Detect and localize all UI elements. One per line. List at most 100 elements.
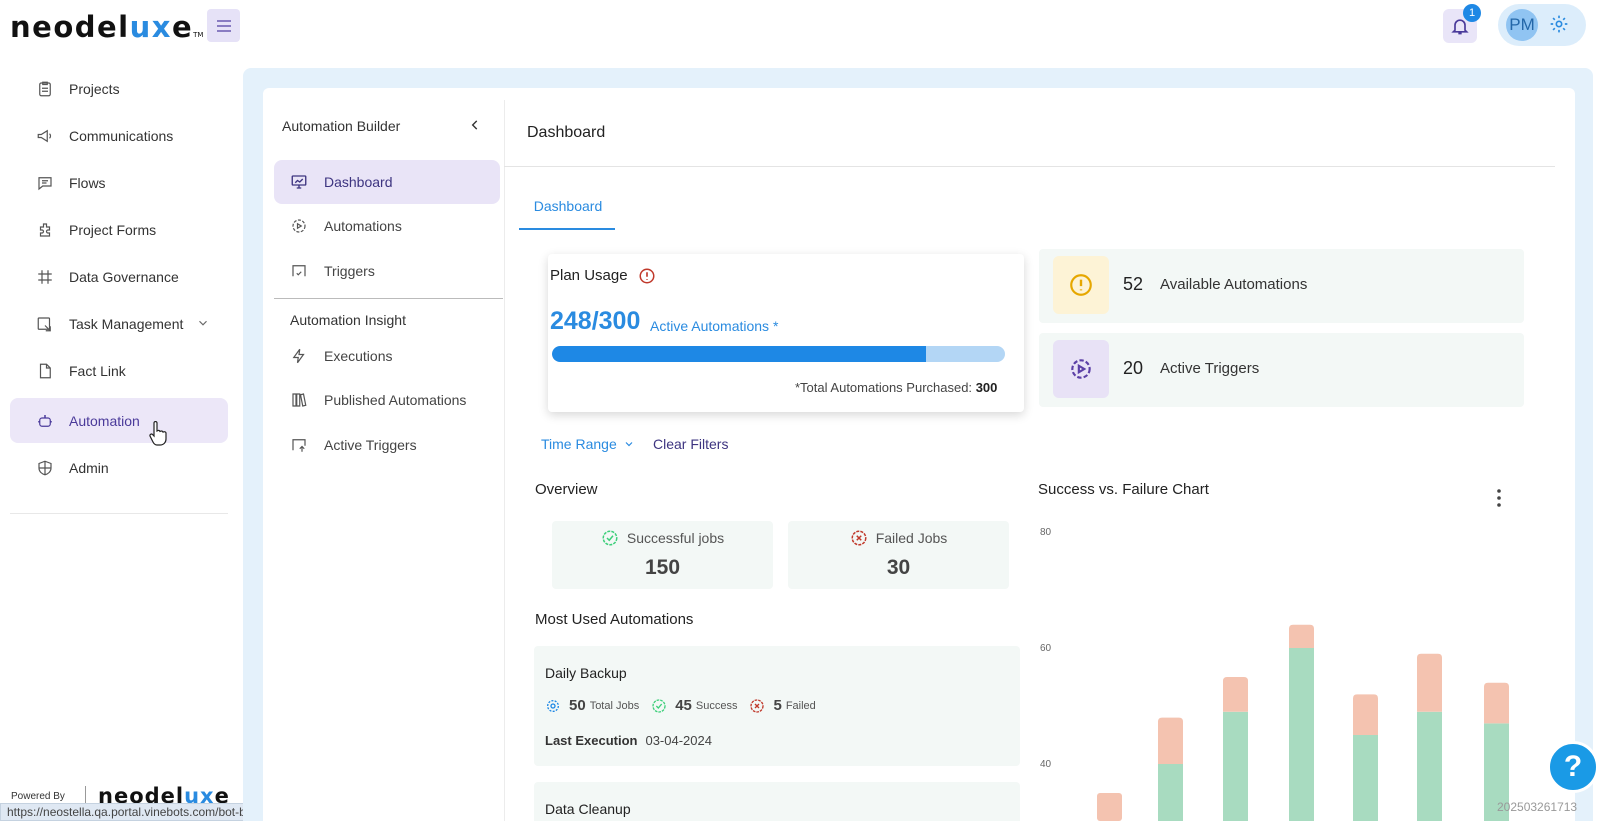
list-item[interactable]: Daily Backup 50 Total Jobs 45 Success 5 Fai… bbox=[534, 646, 1020, 766]
builder-item-label: Dashboard bbox=[324, 174, 393, 190]
powered-by-label: Powered By bbox=[11, 791, 65, 802]
status-url: https://neostella.qa.portal.vinebots.com… bbox=[0, 803, 283, 821]
chart-bar-success[interactable] bbox=[1417, 711, 1442, 821]
main-sidebar: Projects Communications Flows Project Fo… bbox=[0, 66, 238, 806]
sidebar-item-flows[interactable]: Flows bbox=[10, 160, 228, 205]
sidebar-item-label: Flows bbox=[69, 174, 106, 191]
chart-bar-failure[interactable] bbox=[1353, 694, 1378, 735]
plan-footer: *Total Automations Purchased: 300 bbox=[795, 380, 998, 395]
more-options-icon[interactable] bbox=[1496, 489, 1502, 507]
stat-label: Available Automations bbox=[1160, 276, 1308, 293]
chart-bar-success[interactable] bbox=[1353, 735, 1378, 821]
lightning-icon bbox=[292, 348, 305, 364]
builder-item-published-automations[interactable]: Published Automations bbox=[274, 378, 500, 422]
chart-bar-success[interactable] bbox=[1484, 723, 1509, 821]
sidebar-item-project-forms[interactable]: Project Forms bbox=[10, 207, 228, 252]
builder-item-label: Published Automations bbox=[324, 392, 467, 408]
success-label: Successful jobs bbox=[626, 530, 725, 546]
clear-filters-button[interactable]: Clear Filters bbox=[653, 436, 729, 452]
timestamp-watermark: 202503261713 bbox=[1497, 800, 1578, 814]
shield-icon bbox=[38, 460, 52, 475]
failed-value: 30 bbox=[886, 556, 911, 579]
chart-bar-failure[interactable] bbox=[1097, 793, 1122, 821]
info-alert-icon[interactable] bbox=[638, 267, 656, 285]
help-button[interactable]: ? bbox=[1547, 741, 1599, 793]
clipboard-icon bbox=[39, 81, 51, 96]
check-circle-icon bbox=[602, 530, 618, 546]
footer-divider bbox=[85, 786, 86, 804]
books-icon bbox=[292, 393, 307, 407]
x-circle-icon bbox=[750, 698, 765, 713]
most-used-title: Most Used Automations bbox=[535, 611, 694, 628]
chat-icon bbox=[38, 176, 52, 190]
menu-toggle-button[interactable] bbox=[207, 9, 240, 42]
sidebar-item-label: Admin bbox=[69, 459, 109, 476]
success-failure-chart: 80 60 40 bbox=[1040, 527, 1509, 821]
collapse-chevron-icon[interactable] bbox=[468, 118, 482, 132]
plan-usage-card bbox=[548, 254, 1024, 412]
sidebar-item-label: Data Governance bbox=[69, 268, 179, 285]
builder-divider bbox=[274, 298, 503, 299]
puzzle-icon bbox=[39, 222, 51, 237]
automation-name: Daily Backup bbox=[545, 665, 627, 681]
builder-item-label: Triggers bbox=[324, 263, 375, 279]
automation-builder-title: Automation Builder bbox=[282, 118, 401, 134]
chart-bar-success[interactable] bbox=[1289, 648, 1314, 821]
builder-item-triggers[interactable]: Triggers bbox=[274, 249, 500, 293]
stat-label: Active Triggers bbox=[1160, 360, 1260, 377]
chart-bar-failure[interactable] bbox=[1484, 682, 1509, 724]
chart-bar-failure[interactable] bbox=[1417, 653, 1442, 712]
overview-title: Overview bbox=[535, 481, 598, 498]
chart-bar-failure[interactable] bbox=[1289, 624, 1314, 648]
chart-bar-failure[interactable] bbox=[1158, 717, 1183, 764]
avatar[interactable]: PM bbox=[1506, 9, 1538, 41]
builder-item-dashboard[interactable]: Dashboard bbox=[274, 160, 500, 204]
tab-dashboard[interactable]: Dashboard bbox=[533, 198, 603, 214]
header-divider bbox=[504, 166, 1555, 167]
sidebar-item-label: Task Management bbox=[69, 315, 184, 332]
sidebar-item-projects[interactable]: Projects bbox=[10, 66, 228, 111]
monitor-chart-icon bbox=[291, 175, 307, 189]
builder-item-active-triggers[interactable]: Active Triggers bbox=[274, 423, 500, 467]
chart-bar-success[interactable] bbox=[1158, 764, 1183, 821]
file-icon bbox=[39, 363, 51, 378]
active-automations-label: Active Automations * bbox=[650, 318, 779, 334]
available-automations-card: 52 Available Automations bbox=[1039, 249, 1524, 323]
chevron-down-icon bbox=[625, 442, 633, 447]
page-title: Dashboard bbox=[527, 124, 606, 141]
hamburger-icon bbox=[216, 19, 231, 32]
sidebar-item-communications[interactable]: Communications bbox=[10, 113, 228, 158]
grid-icon bbox=[38, 269, 52, 284]
sidebar-item-fact-link[interactable]: Fact Link bbox=[10, 348, 228, 393]
time-range-dropdown[interactable]: Time Range bbox=[541, 436, 635, 452]
builder-item-executions[interactable]: Executions bbox=[274, 334, 500, 378]
success-value: 150 bbox=[644, 556, 681, 579]
sidebar-divider bbox=[10, 513, 228, 514]
plan-usage-progress-fill bbox=[552, 346, 927, 362]
sidebar-item-data-governance[interactable]: Data Governance bbox=[10, 254, 228, 299]
alert-icon bbox=[1053, 256, 1109, 314]
last-execution: Last Execution 03-04-2024 bbox=[545, 733, 712, 748]
chevron-down-icon bbox=[199, 320, 207, 326]
gear-play-icon bbox=[1053, 340, 1109, 398]
chart-bar-failure[interactable] bbox=[1223, 677, 1248, 712]
screen-arrow-icon bbox=[292, 439, 306, 452]
plan-usage-value: 248/300 bbox=[550, 307, 641, 335]
list-item[interactable]: Data Cleanup bbox=[534, 782, 1020, 821]
robot-icon bbox=[38, 414, 52, 427]
bell-icon bbox=[1451, 19, 1469, 35]
y-tick-label: 60 bbox=[1040, 643, 1052, 654]
megaphone-icon bbox=[37, 129, 52, 142]
settings-gear-icon[interactable] bbox=[1549, 14, 1569, 34]
stat-value: 52 bbox=[1123, 274, 1144, 294]
gear-play-icon bbox=[292, 219, 306, 233]
chart-bar-success[interactable] bbox=[1223, 711, 1248, 821]
sidebar-item-task-management[interactable]: Task Management bbox=[10, 301, 228, 346]
sidebar-item-admin[interactable]: Admin bbox=[10, 445, 228, 490]
chart-title: Success vs. Failure Chart bbox=[1038, 481, 1209, 498]
builder-column-border bbox=[504, 100, 505, 821]
builder-item-label: Automations bbox=[324, 218, 402, 234]
sidebar-item-automation[interactable]: Automation bbox=[10, 398, 228, 443]
builder-item-automations[interactable]: Automations bbox=[274, 204, 500, 248]
